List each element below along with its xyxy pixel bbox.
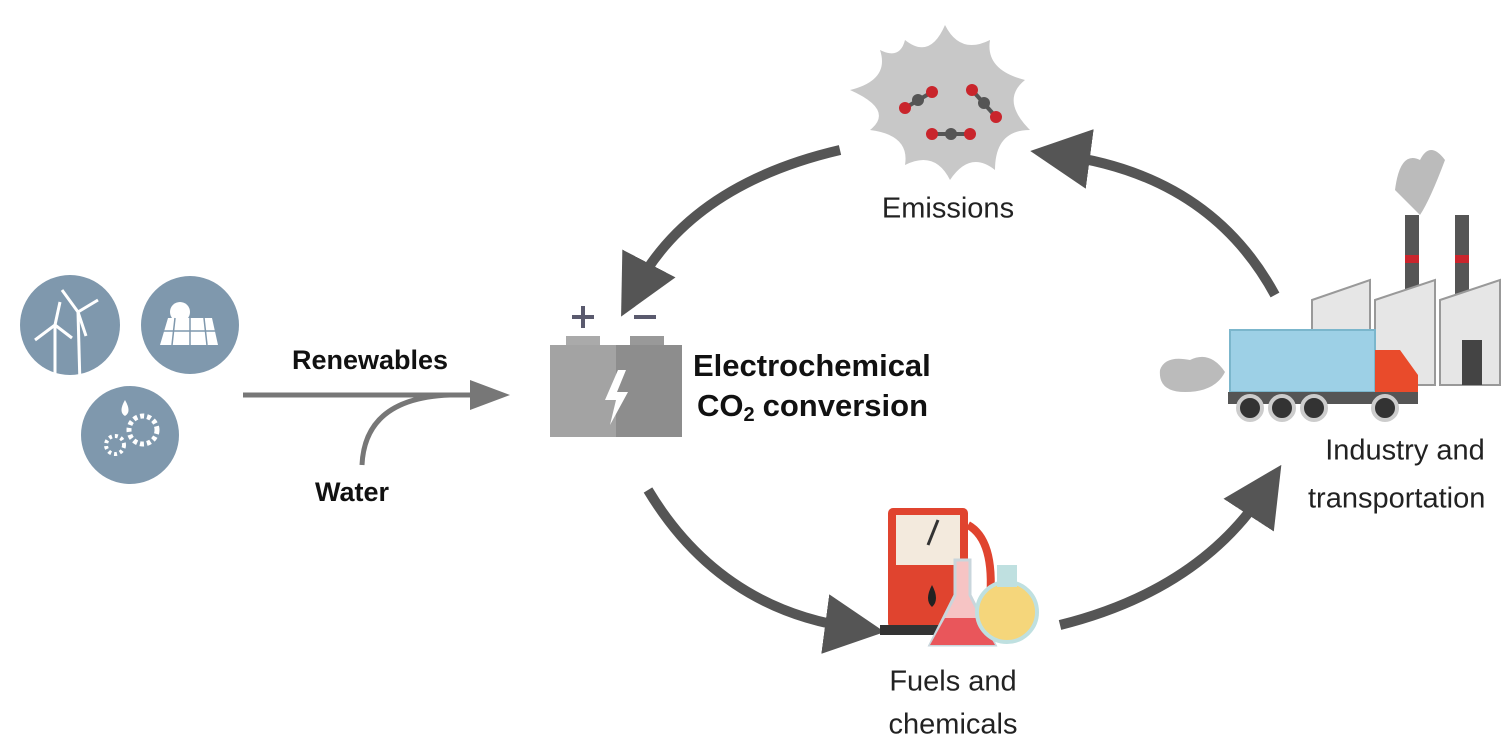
conversion-subscript: 2 — [744, 404, 755, 426]
page: Renewables Water Electrochemical CO2 conv… — [0, 0, 1505, 737]
fuels-label-line1: Fuels and — [889, 666, 1016, 698]
industry-label-line1: Industry and — [1325, 435, 1485, 467]
water-label: Water — [315, 477, 390, 507]
industry-icon — [1160, 150, 1500, 420]
fuels-label-line2: chemicals — [889, 709, 1018, 737]
conversion-label-line1: Electrochemical — [693, 348, 931, 383]
industry-label-line2: transportation — [1308, 483, 1485, 515]
renewable-icons — [20, 275, 239, 484]
emissions-label: Emissions — [882, 193, 1014, 225]
renewables-label: Renewables — [292, 345, 448, 375]
fuels-icon — [880, 508, 1037, 645]
conversion-rest: conversion — [763, 388, 928, 423]
battery-icon — [550, 306, 682, 437]
conversion-co: CO — [697, 388, 744, 423]
diagram: Renewables Water Electrochemical CO2 conv… — [0, 0, 1505, 737]
conversion-label-line2: CO2 conversion — [697, 388, 928, 426]
emissions-icon — [850, 25, 1030, 180]
water-arrow — [362, 395, 450, 465]
